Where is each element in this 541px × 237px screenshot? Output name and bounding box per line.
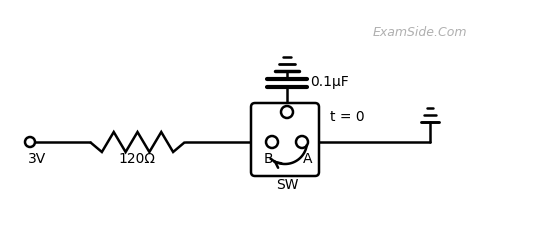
FancyBboxPatch shape	[251, 103, 319, 176]
Text: 0.1μF: 0.1μF	[310, 75, 349, 89]
Text: A: A	[304, 152, 313, 166]
Text: t = 0: t = 0	[330, 110, 365, 124]
Text: ExamSide.Com: ExamSide.Com	[373, 26, 467, 38]
Text: 120Ω: 120Ω	[118, 152, 155, 166]
Text: SW: SW	[276, 178, 298, 192]
Text: 3V: 3V	[28, 152, 46, 166]
Text: B: B	[263, 152, 273, 166]
